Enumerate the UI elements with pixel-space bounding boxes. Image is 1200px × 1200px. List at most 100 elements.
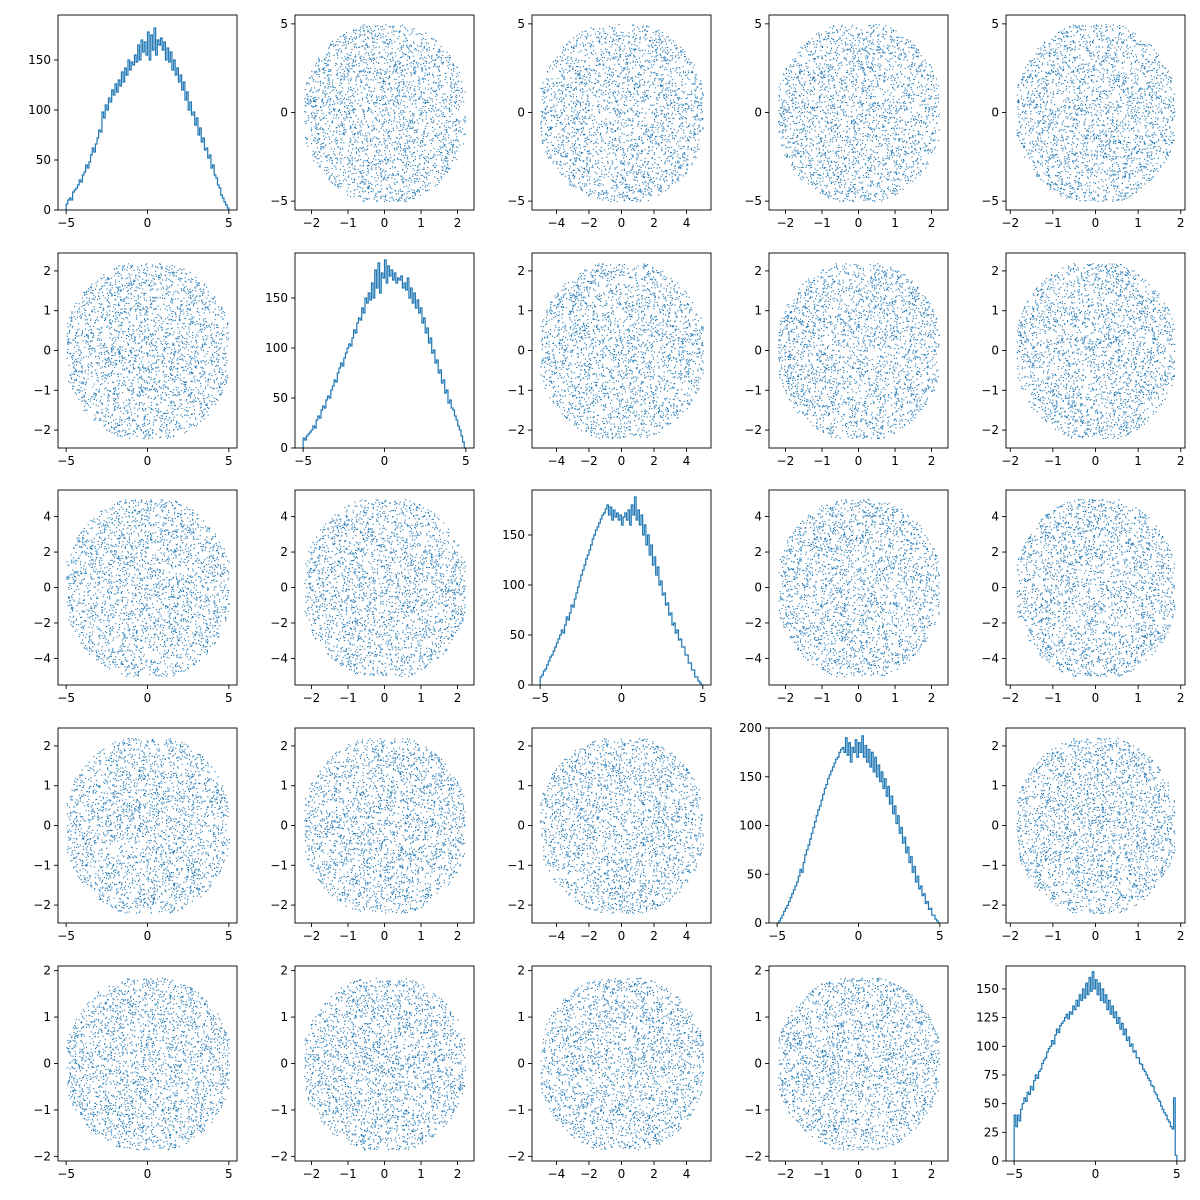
scatter-point [589,167,590,168]
scatter-point [680,158,681,159]
scatter-point [416,132,417,133]
scatter-point [451,102,452,103]
scatter-point [422,140,423,141]
scatter-point [367,37,368,38]
scatter-point [667,147,668,148]
scatter-point [393,200,394,201]
scatter-point [658,132,659,133]
scatter-point [678,154,679,155]
scatter-point [334,176,335,177]
scatter-point [329,159,330,160]
scatter-point [634,176,635,177]
scatter-point [652,46,653,47]
scatter-point [393,128,394,129]
scatter-point [351,117,352,118]
scatter-point [341,83,342,84]
scatter-point [358,54,359,55]
scatter-point [582,31,583,32]
scatter-point [371,184,372,185]
scatter-point [390,157,391,158]
scatter-point [314,154,315,155]
scatter-point [679,119,680,120]
scatter-point [589,194,590,195]
scatter-point [314,87,315,88]
scatter-point [423,102,424,103]
scatter-point [415,93,416,94]
scatter-point [661,147,662,148]
scatter-point [685,110,686,111]
scatter-point [615,70,616,71]
scatter-point [582,174,583,175]
scatter-point [382,116,383,117]
scatter-point [387,145,388,146]
scatter-point [343,35,344,36]
scatter-point [367,171,368,172]
scatter-point [397,101,398,102]
scatter-point [409,151,410,152]
scatter-point [608,148,609,149]
scatter-point [556,164,557,165]
scatter-point [661,189,662,190]
scatter-point [365,71,366,72]
scatter-point [630,145,631,146]
scatter-point [351,79,352,80]
scatter-point [429,140,430,141]
scatter-point [672,179,673,180]
scatter-point [355,139,356,140]
scatter-point [400,189,401,190]
scatter-point [657,168,658,169]
scatter-point [352,106,353,107]
scatter-point [459,145,460,146]
scatter-point [546,139,547,140]
scatter-point [684,56,685,57]
scatter-point [401,179,402,180]
scatter-point [616,81,617,82]
scatter-point [414,170,415,171]
scatter-point [323,102,324,103]
scatter-point [575,161,576,162]
scatter-point [313,81,314,82]
scatter-point [311,129,312,130]
scatter-point [372,42,373,43]
scatter-point [400,130,401,131]
scatter-point [406,166,407,167]
scatter-point [373,47,374,48]
scatter-point [383,98,384,99]
scatter-point [415,67,416,68]
scatter-point [547,112,548,113]
scatter-point [344,75,345,76]
scatter-point [411,45,412,46]
scatter-point [432,101,433,102]
scatter-point [613,152,614,153]
scatter-point [376,57,377,58]
scatter-point [365,191,366,192]
scatter-point [648,187,649,188]
scatter-point [330,86,331,87]
scatter-point [335,139,336,140]
scatter-point [350,127,351,128]
scatter-point [327,83,328,84]
scatter-point [379,108,380,109]
scatter-point [390,91,391,92]
scatter-point [568,140,569,141]
scatter-point [642,108,643,109]
scatter-point [598,185,599,186]
scatter-point [429,47,430,48]
scatter-point [552,150,553,151]
scatter-point [648,45,649,46]
scatter-point [410,122,411,123]
scatter-point [326,156,327,157]
scatter-point [341,63,342,64]
scatter-point [598,143,599,144]
scatter-point [589,117,590,118]
scatter-point [434,163,435,164]
scatter-point [461,92,462,93]
scatter-point [337,140,338,141]
scatter-points [540,24,704,202]
scatter-point [385,84,386,85]
scatter-point [593,149,594,150]
scatter-point [649,168,650,169]
scatter-point [629,199,630,200]
scatter-point [384,201,385,202]
scatter-point [415,174,416,175]
